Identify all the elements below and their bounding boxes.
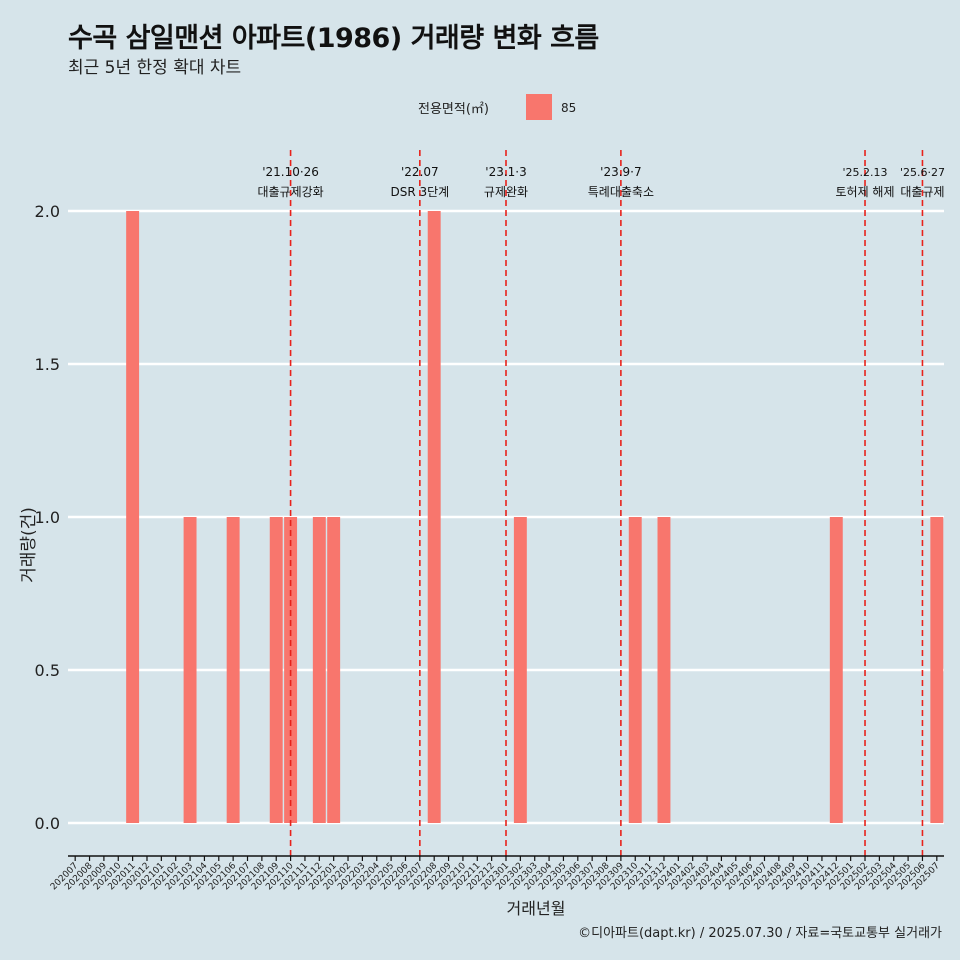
event-label: 토허제 해제 (836, 185, 895, 199)
legend: 전용면적(㎡) 85 (418, 94, 576, 120)
bar (183, 517, 197, 823)
event-date-label: '21.10·26 (262, 165, 319, 179)
y-axis-label: 거래량(건) (19, 507, 39, 583)
y-tick-label: 1.5 (35, 355, 60, 374)
event-lines (289, 150, 924, 856)
chart-title: 수곡 삼일맨션 아파트(1986) 거래량 변화 흐름 (68, 23, 599, 54)
bar (657, 517, 671, 823)
event-label: 규제완화 (484, 185, 528, 199)
x-axis: 2020072020082020092020102020112020122021… (49, 855, 944, 918)
bars (126, 211, 944, 823)
event-label: DSR 3단계 (390, 185, 449, 199)
y-tick-label: 0.0 (35, 814, 60, 833)
event-date-label: '23.1·3 (485, 165, 526, 179)
x-axis-label: 거래년월 (507, 899, 566, 918)
bar (513, 517, 527, 823)
bar (427, 211, 441, 823)
caption: ©디아파트(dapt.kr) / 2025.07.30 / 자료=국토교통부 실… (578, 926, 942, 941)
event-label: 대출규제 (900, 185, 944, 199)
event-date-label: '25.2.13 (843, 166, 888, 179)
event-date-label: '22.07 (401, 165, 439, 179)
bar (126, 211, 140, 823)
legend-label: 85 (561, 101, 576, 115)
y-tick-label: 1.0 (35, 508, 60, 527)
chart-subtitle: 최근 5년 한정 확대 차트 (68, 58, 242, 78)
y-tick-label: 2.0 (35, 202, 60, 221)
bar (628, 517, 642, 823)
legend-title: 전용면적(㎡) (418, 102, 489, 117)
event-date-label: '25.6·27 (900, 166, 945, 179)
bar (269, 517, 283, 823)
y-axis: 0.0 0.5 1.0 1.5 2.0 거래량(건) (19, 202, 60, 833)
event-annotations: '21.10·26 대출규제강화 '22.07 DSR 3단계 '23.1·3 규제완화 '… (257, 165, 945, 199)
event-date-label: '23.9·7 (600, 165, 641, 179)
event-label: 대출규제강화 (257, 185, 323, 199)
bar (327, 517, 341, 823)
event-label: 특례대출축소 (588, 185, 654, 199)
bar (226, 517, 240, 823)
y-tick-label: 0.5 (35, 661, 60, 680)
bar (829, 517, 843, 823)
bar (312, 517, 326, 823)
legend-swatch (526, 94, 552, 120)
bar (930, 517, 944, 823)
